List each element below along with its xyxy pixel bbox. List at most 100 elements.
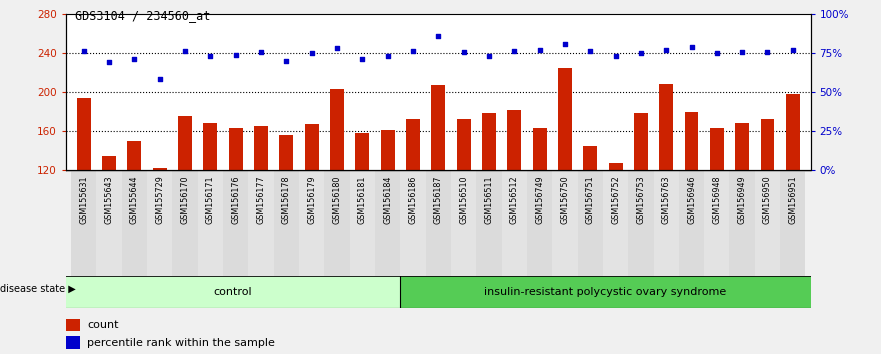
Point	[77, 48, 91, 54]
Point	[152, 76, 167, 82]
Point	[431, 33, 445, 39]
Text: GSM156946: GSM156946	[687, 175, 696, 224]
Text: GSM156510: GSM156510	[459, 175, 468, 224]
Bar	[254, 126, 268, 170]
Bar	[451, 170, 477, 276]
Bar	[152, 168, 167, 170]
Text: GSM156750: GSM156750	[560, 175, 569, 224]
Point	[735, 49, 749, 55]
Bar	[755, 170, 781, 276]
Bar	[685, 112, 699, 170]
Point	[355, 56, 369, 62]
Bar	[223, 170, 248, 276]
Text: GSM156180: GSM156180	[332, 175, 342, 224]
Text: GSM156184: GSM156184	[383, 175, 392, 224]
Text: count: count	[87, 320, 119, 330]
Bar	[583, 145, 597, 170]
Point	[786, 47, 800, 53]
Text: GSM156752: GSM156752	[611, 175, 620, 224]
Bar	[558, 68, 572, 170]
Bar	[128, 141, 142, 170]
Point	[659, 47, 673, 53]
Text: GSM155643: GSM155643	[105, 175, 114, 224]
Bar	[477, 170, 501, 276]
Text: GSM156950: GSM156950	[763, 175, 772, 224]
Bar	[66, 319, 80, 331]
Bar	[102, 156, 116, 170]
Bar	[71, 170, 96, 276]
Text: GSM156763: GSM156763	[662, 175, 670, 224]
Text: GSM156170: GSM156170	[181, 175, 189, 224]
Text: GSM156178: GSM156178	[282, 175, 291, 224]
Point	[178, 48, 192, 54]
Bar	[729, 170, 755, 276]
Point	[305, 50, 319, 56]
Bar	[710, 128, 724, 170]
Text: GSM156749: GSM156749	[535, 175, 544, 224]
Bar	[66, 276, 400, 308]
Bar	[456, 119, 470, 170]
Bar	[578, 170, 603, 276]
Bar	[704, 170, 729, 276]
Text: control: control	[213, 287, 252, 297]
Text: GSM156171: GSM156171	[206, 175, 215, 224]
Bar	[96, 170, 122, 276]
Point	[204, 53, 218, 59]
Text: GSM155644: GSM155644	[130, 175, 139, 224]
Text: GSM155729: GSM155729	[155, 175, 164, 224]
Text: GSM156176: GSM156176	[231, 175, 241, 224]
Bar	[432, 85, 445, 170]
Text: insulin-resistant polycystic ovary syndrome: insulin-resistant polycystic ovary syndr…	[484, 287, 726, 297]
Bar	[324, 170, 350, 276]
Text: GSM156951: GSM156951	[788, 175, 797, 224]
Bar	[426, 170, 451, 276]
Bar	[204, 123, 218, 170]
Bar	[628, 170, 654, 276]
Point	[406, 48, 420, 54]
Point	[760, 49, 774, 55]
Bar	[178, 116, 192, 170]
Bar	[375, 170, 400, 276]
Bar	[609, 163, 623, 170]
Text: GSM156179: GSM156179	[307, 175, 316, 224]
Point	[330, 45, 344, 51]
Bar	[603, 170, 628, 276]
Point	[633, 50, 648, 56]
Point	[381, 53, 395, 59]
Text: GDS3104 / 234560_at: GDS3104 / 234560_at	[75, 9, 211, 22]
Bar	[248, 170, 274, 276]
Bar	[781, 170, 805, 276]
Bar	[501, 170, 527, 276]
Bar	[77, 98, 91, 170]
Text: GSM156949: GSM156949	[737, 175, 747, 224]
Point	[254, 49, 268, 55]
Bar	[381, 130, 395, 170]
Bar	[533, 128, 546, 170]
Bar	[355, 133, 369, 170]
Text: GSM156511: GSM156511	[485, 175, 493, 224]
Text: GSM156177: GSM156177	[256, 175, 265, 224]
Point	[482, 53, 496, 59]
Point	[558, 41, 572, 47]
Point	[685, 45, 699, 50]
Bar	[659, 84, 673, 170]
Text: GSM156948: GSM156948	[713, 175, 722, 224]
Bar	[66, 336, 80, 349]
Bar	[786, 94, 800, 170]
Point	[609, 53, 623, 59]
Bar	[330, 89, 344, 170]
Bar	[400, 170, 426, 276]
Bar	[400, 276, 811, 308]
Text: GSM156187: GSM156187	[433, 175, 443, 224]
Bar	[634, 113, 648, 170]
Bar	[552, 170, 578, 276]
Bar	[274, 170, 299, 276]
Bar	[122, 170, 147, 276]
Point	[532, 47, 546, 53]
Point	[507, 48, 522, 54]
Text: GSM156751: GSM156751	[586, 175, 595, 224]
Bar	[229, 128, 242, 170]
Text: GSM155631: GSM155631	[79, 175, 88, 224]
Text: GSM156512: GSM156512	[510, 175, 519, 224]
Point	[279, 58, 293, 64]
